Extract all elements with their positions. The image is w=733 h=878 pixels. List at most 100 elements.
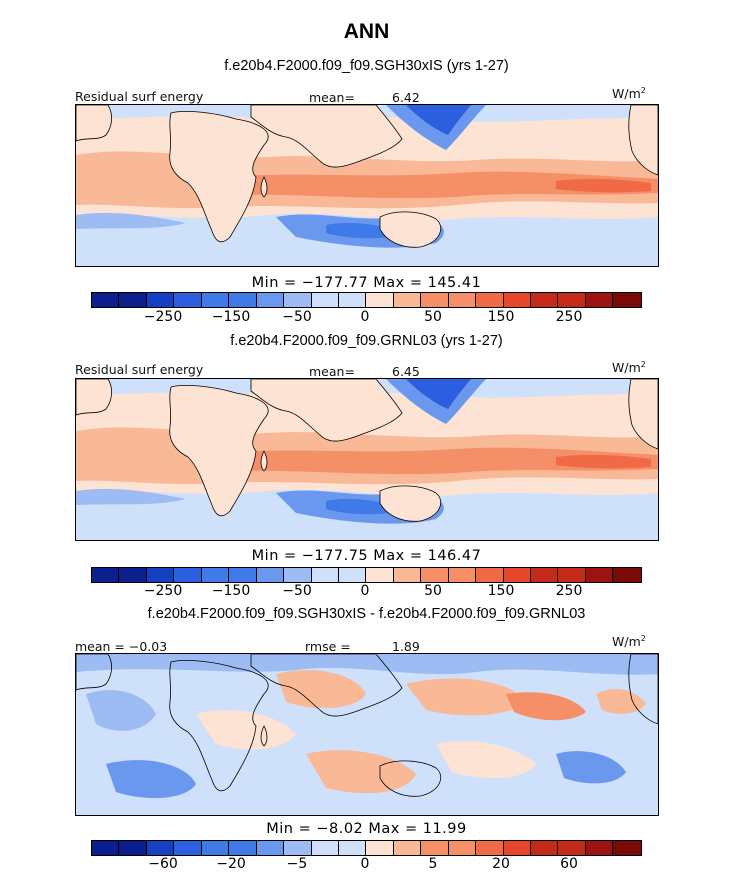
colorbar1-bin xyxy=(393,293,422,307)
panel3-tick: −20 xyxy=(216,856,246,872)
panel2-eurasia xyxy=(250,379,403,442)
panel1-madagascar xyxy=(260,176,268,198)
panel2-units: W/m2 xyxy=(612,360,646,376)
panel2-africa xyxy=(169,385,269,517)
panel2-minmax: Min = −177.75 Max = 146.47 xyxy=(251,548,482,564)
panel2-field-eq-pacific xyxy=(556,454,651,469)
colorbar3-bin xyxy=(174,841,202,855)
panel2-title: f.e20b4.F2000.f09_f09.GRNL03 (yrs 1-27) xyxy=(230,333,503,349)
panel2-tick: −50 xyxy=(282,583,312,599)
panel3-tick: 60 xyxy=(560,856,578,872)
colorbar1-bin xyxy=(421,293,449,307)
panel3-tick: −5 xyxy=(286,856,308,872)
panel2-colorbar-ticks: −250 −150 −50 0 50 150 250 xyxy=(91,583,640,601)
panel1-americas xyxy=(628,105,658,176)
panel3-field-patch-c xyxy=(406,678,526,716)
panel2-australia xyxy=(379,485,442,522)
panel3-colorbar-ticks: −60 −20 −5 0 5 20 60 xyxy=(91,856,640,874)
colorbar2-bin xyxy=(311,568,339,582)
colorbar1-bin xyxy=(174,293,202,307)
colorbar2-bin xyxy=(201,568,230,582)
colorbar2-bin xyxy=(448,568,477,582)
panel1-mean-label: mean= xyxy=(309,90,355,105)
colorbar2-bin xyxy=(503,568,531,582)
panel2-map xyxy=(75,378,659,541)
panel1-tick: −150 xyxy=(211,309,251,325)
panel3-left-label: mean = −0.03 xyxy=(75,639,168,654)
panel2-tick: −250 xyxy=(143,583,183,599)
colorbar3-bin xyxy=(393,841,422,855)
panel2-tick: 0 xyxy=(360,583,370,599)
panel1-colorbar-ticks: −250 −150 −50 0 50 150 250 xyxy=(91,309,640,327)
panel2-mean-value: 6.45 xyxy=(392,364,420,379)
colorbar3-bin xyxy=(585,841,614,855)
colorbar1-bin xyxy=(613,293,641,307)
panel2-field-kuroshio-core xyxy=(406,379,471,409)
panel3-africa xyxy=(169,660,269,792)
colorbar1-bin xyxy=(531,293,559,307)
panel1-tick: 50 xyxy=(424,309,442,325)
colorbar3-bin xyxy=(531,841,559,855)
colorbar2-bin xyxy=(119,568,147,582)
colorbar3-bin xyxy=(476,841,504,855)
panel1-colorbar xyxy=(91,292,642,308)
panel2-field-south-atlantic xyxy=(76,488,186,505)
panel3-field-patch-d xyxy=(506,692,586,721)
colorbar2-bin xyxy=(338,568,367,582)
colorbar3-bin xyxy=(119,841,147,855)
colorbar2-bin xyxy=(613,568,641,582)
colorbar3-bin xyxy=(146,841,175,855)
colorbar1-bin xyxy=(256,293,285,307)
panel3-title: f.e20b4.F2000.f09_f09.SGH30xIS - f.e20b4… xyxy=(147,606,586,622)
panel2-left-label: Residual surf energy xyxy=(75,362,204,377)
colorbar2-bin xyxy=(393,568,422,582)
panel3-rmse-label: rmse = xyxy=(305,639,351,654)
colorbar3-bin xyxy=(201,841,230,855)
panel1-left-label: Residual surf energy xyxy=(75,89,204,104)
panel3-field-patch-e xyxy=(196,710,296,750)
panel3-colorbar xyxy=(91,840,642,856)
colorbar1-bin xyxy=(229,293,257,307)
colorbar2-bin xyxy=(284,568,312,582)
panel3-tick: 0 xyxy=(360,856,370,872)
panel1-field-eq-pacific xyxy=(556,178,651,193)
panel1-minmax: Min = −177.77 Max = 145.41 xyxy=(251,275,482,291)
panel1-title: f.e20b4.F2000.f09_f09.SGH30xIS (yrs 1-27… xyxy=(224,58,509,74)
panel2-madagascar xyxy=(260,450,268,472)
colorbar2-bin xyxy=(421,568,449,582)
colorbar3-bin xyxy=(421,841,449,855)
panel1-west-edge xyxy=(76,105,112,142)
panel3-field-patch-b xyxy=(276,670,366,709)
colorbar1-bin xyxy=(448,293,477,307)
colorbar1-bin xyxy=(585,293,614,307)
panel3-australia xyxy=(379,760,442,797)
panel2-field-tropical-warm xyxy=(226,447,658,475)
colorbar2-bin xyxy=(585,568,614,582)
panel1-australia xyxy=(379,211,442,248)
colorbar1-bin xyxy=(284,293,312,307)
panel1-tick: 250 xyxy=(555,309,583,325)
panel3-rmse-value: 1.89 xyxy=(392,639,420,654)
panel1-field-south-atlantic xyxy=(76,212,186,229)
panel3-field-patch-f xyxy=(306,750,416,794)
panel3-field-north xyxy=(76,654,658,675)
panel2-tick: 50 xyxy=(424,583,442,599)
colorbar1-bin xyxy=(503,293,531,307)
colorbar3-bin xyxy=(613,841,641,855)
colorbar2-bin xyxy=(92,568,120,582)
colorbar1-bin xyxy=(476,293,504,307)
colorbar2-bin xyxy=(476,568,504,582)
colorbar1-bin xyxy=(146,293,175,307)
colorbar3-bin xyxy=(229,841,257,855)
colorbar1-bin xyxy=(201,293,230,307)
panel3-minmax: Min = −8.02 Max = 11.99 xyxy=(266,821,467,837)
colorbar3-bin xyxy=(338,841,367,855)
panel2-colorbar xyxy=(91,567,642,583)
panel3-field-patch-a xyxy=(86,690,156,731)
panel1-tick: 150 xyxy=(487,309,515,325)
colorbar3-bin xyxy=(503,841,531,855)
panel3-field-patch-j xyxy=(596,689,646,714)
colorbar2-bin xyxy=(229,568,257,582)
panel1-eurasia xyxy=(250,105,403,168)
panel3-tick: −60 xyxy=(148,856,178,872)
